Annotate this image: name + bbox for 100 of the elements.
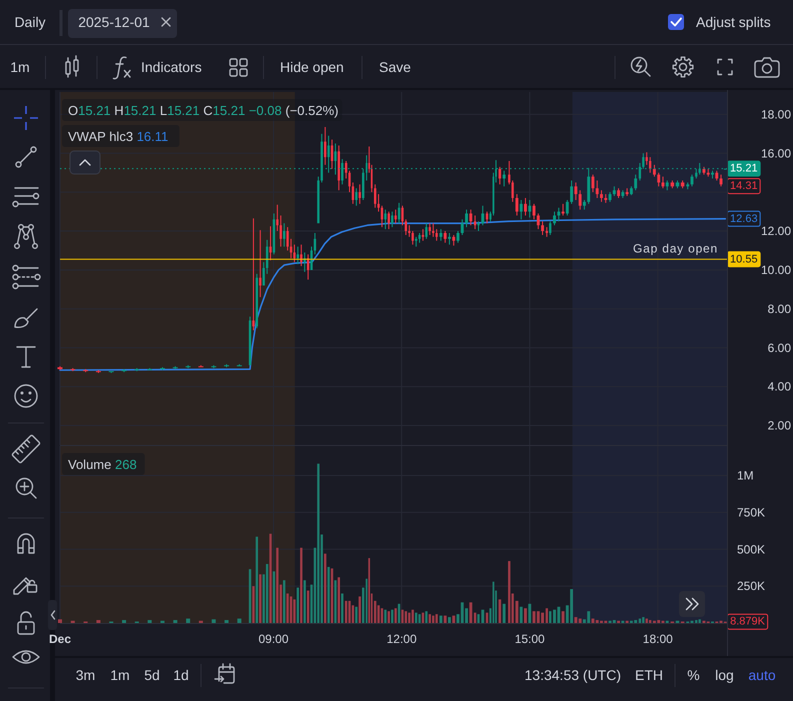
bar xyxy=(344,600,348,623)
text: 5d xyxy=(144,667,160,683)
bar xyxy=(412,610,414,623)
bar xyxy=(553,610,556,623)
text: Save xyxy=(379,59,412,75)
text: % xyxy=(687,667,700,683)
bar xyxy=(186,618,190,623)
bar xyxy=(324,554,326,623)
text: 1m xyxy=(110,667,130,683)
candlestick xyxy=(259,230,262,298)
bar xyxy=(570,589,574,623)
x-tick-label: Dec xyxy=(48,632,72,646)
bar xyxy=(148,620,152,623)
line-series xyxy=(59,218,726,371)
bar xyxy=(448,617,451,623)
bar xyxy=(502,604,506,623)
y-tick-label: 1M xyxy=(737,468,754,482)
bar xyxy=(541,612,544,623)
bar xyxy=(391,610,394,623)
bar xyxy=(358,596,361,623)
bar xyxy=(317,464,320,623)
text: ETH xyxy=(635,667,663,683)
y-tick-label: 500K xyxy=(737,542,766,556)
text: O15.21 H15.21 L15.21 C15.21 −0.08 (−0.52%) xyxy=(68,102,338,118)
annotation: 15.21 xyxy=(730,162,758,175)
bar xyxy=(306,590,310,623)
bar xyxy=(212,619,216,623)
bar xyxy=(435,614,438,623)
bar xyxy=(428,614,431,623)
bar xyxy=(355,606,358,623)
bar xyxy=(524,608,527,623)
candlestick xyxy=(252,218,255,330)
annotation: Volume 268 xyxy=(68,456,137,472)
bar xyxy=(414,612,418,623)
bar xyxy=(300,548,302,623)
annotation: 14.31 xyxy=(730,180,758,192)
bar xyxy=(408,612,410,623)
y-tick-label: 6.00 xyxy=(768,340,792,355)
bar xyxy=(384,610,387,623)
text: 3m xyxy=(76,667,96,683)
y-tick-label: 16.00 xyxy=(760,146,792,160)
bar xyxy=(646,618,648,623)
bar xyxy=(444,616,447,623)
bar xyxy=(394,608,397,623)
text: 13:34:53 (UTC) xyxy=(524,667,621,683)
bar xyxy=(591,618,594,623)
bar xyxy=(578,618,582,623)
y-tick-label: 4.00 xyxy=(768,380,792,394)
candlestick xyxy=(546,227,548,237)
annotation: VWAP hlc3 16.11 xyxy=(68,128,168,144)
text: 1d xyxy=(173,667,189,683)
bar xyxy=(259,574,262,623)
annotation: 12.63 xyxy=(730,212,758,225)
bar xyxy=(574,617,578,623)
annotation: 8.879K xyxy=(730,616,766,628)
bar xyxy=(498,599,502,623)
text: Daily xyxy=(14,14,46,30)
x-tick-label: 15:00 xyxy=(514,632,546,646)
bar xyxy=(304,580,306,623)
y-tick-label: 750K xyxy=(737,505,766,520)
bar xyxy=(388,611,390,623)
bar xyxy=(562,611,564,623)
x-tick-label: 09:00 xyxy=(258,632,289,646)
candlestick xyxy=(562,204,564,216)
x-tick-label: 12:00 xyxy=(386,632,417,646)
bar xyxy=(173,620,178,623)
y-tick-label: 8.00 xyxy=(768,302,792,316)
bar xyxy=(276,548,279,623)
bar xyxy=(256,536,258,623)
bar xyxy=(439,616,442,623)
bar xyxy=(266,564,268,623)
y-tick-label: 12.00 xyxy=(760,224,792,238)
bar xyxy=(634,620,638,623)
bar xyxy=(58,619,62,623)
y-tick-label: 10.00 xyxy=(760,262,792,277)
bar xyxy=(596,620,599,623)
bar xyxy=(286,594,289,623)
bar xyxy=(425,611,428,623)
bar xyxy=(642,617,644,623)
bar xyxy=(96,620,100,623)
text: Adjust splits xyxy=(696,14,771,30)
bar xyxy=(296,588,300,623)
text: auto xyxy=(748,667,776,683)
annotation: 10.55 xyxy=(730,253,758,266)
bar xyxy=(698,619,701,623)
candlestick xyxy=(432,223,434,237)
text: 2025-12-01 xyxy=(78,14,150,30)
bar xyxy=(657,620,660,623)
text: Indicators xyxy=(141,59,202,75)
bar xyxy=(237,618,242,623)
bar xyxy=(283,580,286,623)
bar xyxy=(341,594,344,623)
bar xyxy=(532,611,536,623)
y-tick-label: 2.00 xyxy=(768,418,792,433)
bar xyxy=(404,611,408,623)
text: 1m xyxy=(10,59,30,75)
x-tick-label: 18:00 xyxy=(642,632,674,646)
bar xyxy=(587,611,590,623)
bar xyxy=(327,566,330,623)
y-tick-label: 250K xyxy=(737,579,766,594)
